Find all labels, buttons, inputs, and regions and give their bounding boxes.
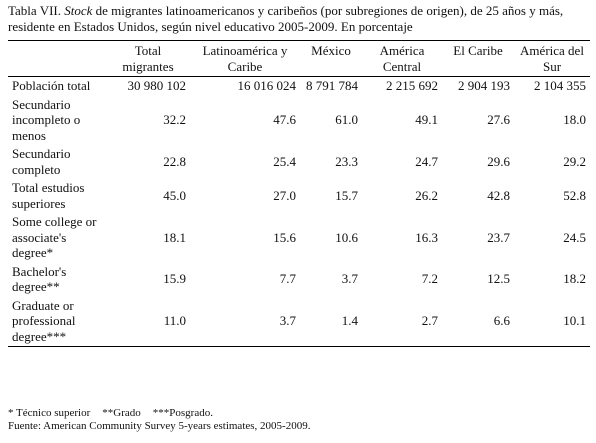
source: Fuente: American Community Survey 5-year… <box>8 420 311 432</box>
table-row: Secundario incompleto o menos 32.2 47.6 61.… <box>8 96 590 146</box>
cell: 2 904 193 <box>458 78 510 93</box>
cell: 27.0 <box>273 187 296 203</box>
note: **Grado <box>102 407 141 419</box>
cell: 11.0 <box>163 313 186 328</box>
header-corner <box>8 41 106 77</box>
row-label: Secundario completo <box>12 146 71 177</box>
cell: 26.2 <box>415 187 438 203</box>
cell: 18.1 <box>163 229 186 245</box>
cell: 2 104 355 <box>534 78 586 93</box>
title-rest: de migrantes latinoamericanos y caribeño… <box>8 3 564 34</box>
cell: 18.2 <box>563 271 586 287</box>
column-header: Latinoamérica y Caribe <box>202 43 288 74</box>
cell: 7.2 <box>421 271 438 287</box>
cell: 42.8 <box>487 187 510 203</box>
cell: 2 215 692 <box>386 78 438 93</box>
row-label: Graduate or professional degree*** <box>12 297 76 344</box>
footnotes: * Técnico superior **Grado ***Posgrado. Fu… <box>8 407 310 433</box>
table-row: Total estudios superiores 45.0 27.0 15.7 26.… <box>8 179 590 213</box>
cell: 2.7 <box>421 313 438 328</box>
cell: 23.7 <box>487 229 510 245</box>
cell: 15.9 <box>163 271 186 287</box>
table-row: Graduate or professional degree*** 11.0 3.… <box>8 297 590 347</box>
cell: 10.6 <box>335 229 358 245</box>
cell: 61.0 <box>335 112 358 127</box>
cell: 18.0 <box>563 112 586 127</box>
cell: 30 980 102 <box>127 78 187 93</box>
table-row: Some college or associate's degree* 18.1 1… <box>8 213 590 263</box>
title: Tabla VII. Stock de migrantes latinoamer… <box>8 3 593 35</box>
cell: 47.6 <box>273 112 296 127</box>
cell: 16.3 <box>415 229 438 245</box>
cell: 1.4 <box>341 313 358 328</box>
title-emphasis: Stock <box>64 3 93 18</box>
column-header: México <box>311 43 351 58</box>
cell: 23.3 <box>335 153 358 169</box>
cell: 24.7 <box>415 153 438 169</box>
cell: 15.7 <box>335 187 358 203</box>
cell: 15.6 <box>273 229 296 245</box>
cell: 6.6 <box>493 313 510 328</box>
cell: 3.7 <box>279 313 296 328</box>
cell: 24.5 <box>563 229 586 245</box>
cell: 3.7 <box>341 271 358 287</box>
cell: 49.1 <box>415 112 438 127</box>
cell: 25.4 <box>273 153 296 169</box>
cell: 45.0 <box>163 187 186 203</box>
cell: 12.5 <box>487 271 510 287</box>
notes: * Técnico superior **Grado ***Posgrado. <box>8 407 310 420</box>
column-header: Total migrantes <box>122 43 174 74</box>
table-body: Población total 30 980 102 16 016 024 8 791… <box>8 77 590 347</box>
cell: 10.1 <box>563 313 586 328</box>
cell: 29.2 <box>563 153 586 169</box>
table-row: Bachelor's degree** 15.9 7.7 3.7 7.2 12.5 18.2 <box>8 263 590 297</box>
column-header: América Central <box>379 43 425 74</box>
row-label: Secundario incompleto o menos <box>12 96 81 143</box>
note: * Técnico superior <box>8 407 91 419</box>
row-label: Total estudios superiores <box>12 180 85 211</box>
column-header: El Caribe <box>453 43 503 58</box>
cell: 22.8 <box>163 153 186 169</box>
cell: 32.2 <box>163 112 186 127</box>
data-table: Total migrantes Latinoamérica y Caribe Méx… <box>8 40 590 347</box>
row-label: Bachelor's degree** <box>12 263 67 295</box>
table-row: Secundario completo 22.8 25.4 23.3 24.7 29.6 2… <box>8 145 590 179</box>
note: ***Posgrado. <box>152 407 213 419</box>
cell: 16 016 024 <box>237 78 297 93</box>
header-row: Total migrantes Latinoamérica y Caribe Méx… <box>8 40 590 77</box>
cell: 7.7 <box>279 271 296 287</box>
cell: 27.6 <box>487 112 510 127</box>
row-label: Some college or associate's degree* <box>12 214 97 260</box>
cell: 52.8 <box>563 187 586 203</box>
cell: 29.6 <box>487 153 510 169</box>
title-prefix: Tabla VII. <box>8 3 61 18</box>
table-row: Población total 30 980 102 16 016 024 8 791… <box>8 77 590 96</box>
row-label: Población total <box>12 78 91 93</box>
cell: 8 791 784 <box>306 78 358 93</box>
column-header: América del Sur <box>520 43 584 74</box>
